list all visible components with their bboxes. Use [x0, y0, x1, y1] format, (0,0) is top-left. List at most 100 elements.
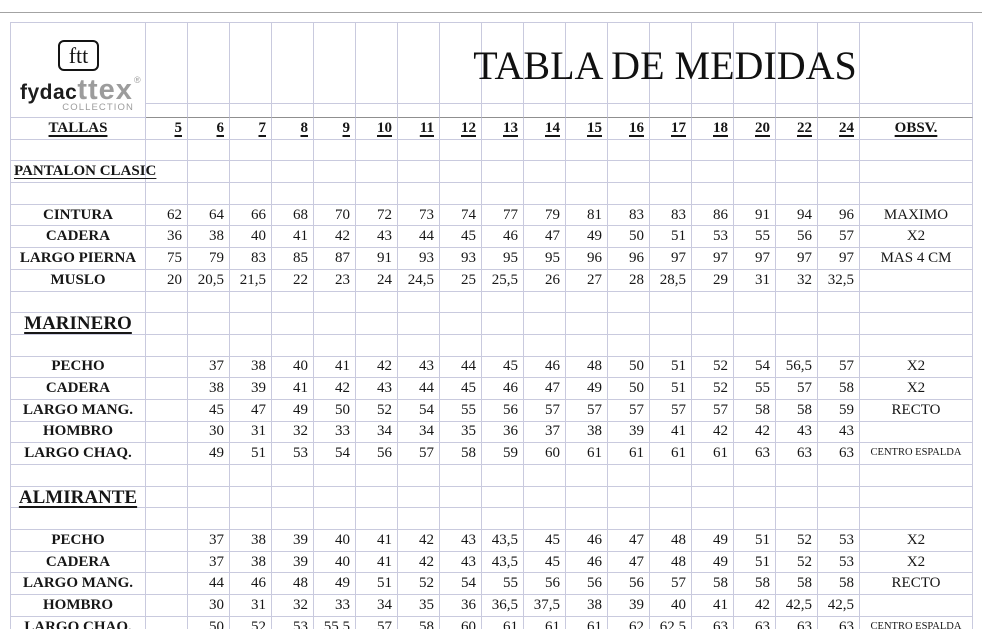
empty-cell[interactable]	[608, 508, 650, 531]
data-cell[interactable]: 41	[650, 421, 692, 444]
data-cell[interactable]: 42	[692, 421, 734, 444]
empty-cell[interactable]	[482, 161, 524, 184]
empty-cell[interactable]	[566, 161, 608, 184]
data-cell[interactable]: 68	[272, 204, 314, 227]
header-spacer-cell[interactable]	[734, 104, 776, 118]
empty-cell[interactable]	[482, 334, 524, 357]
data-cell[interactable]: 47	[608, 551, 650, 574]
data-cell[interactable]: 57	[692, 399, 734, 422]
obsv-cell[interactable]: X2	[860, 551, 973, 574]
data-cell[interactable]: 50	[314, 399, 356, 422]
header-spacer-cell[interactable]	[608, 104, 650, 118]
size-header-cell[interactable]: 10	[356, 118, 398, 140]
empty-cell[interactable]	[650, 465, 692, 487]
data-cell[interactable]: 22	[272, 269, 314, 292]
data-cell[interactable]: 38	[188, 378, 230, 400]
data-cell[interactable]: 34	[356, 421, 398, 444]
obsv-cell[interactable]	[860, 421, 973, 444]
empty-cell[interactable]	[188, 313, 230, 335]
empty-cell[interactable]	[272, 313, 314, 335]
data-cell[interactable]: 59	[482, 443, 524, 465]
empty-cell[interactable]	[608, 183, 650, 205]
empty-cell[interactable]	[188, 291, 230, 314]
data-cell[interactable]: 56	[608, 573, 650, 596]
data-cell[interactable]: 43,5	[482, 530, 524, 552]
data-cell[interactable]: 94	[776, 204, 818, 227]
data-cell[interactable]: 58	[692, 573, 734, 596]
data-cell[interactable]: 51	[356, 573, 398, 596]
row-label-cell[interactable]: CINTURA	[11, 204, 146, 227]
data-cell[interactable]: 49	[566, 226, 608, 249]
header-spacer-cell[interactable]	[608, 23, 650, 104]
data-cell[interactable]: 41	[356, 530, 398, 552]
header-spacer-cell[interactable]	[440, 104, 482, 118]
data-cell[interactable]: 51	[230, 443, 272, 465]
empty-cell[interactable]	[692, 465, 734, 487]
data-cell[interactable]: 97	[734, 248, 776, 270]
data-cell[interactable]: 57	[608, 399, 650, 422]
empty-cell[interactable]	[398, 183, 440, 205]
data-cell[interactable]	[146, 616, 188, 629]
data-cell[interactable]: 56	[524, 573, 566, 596]
data-cell[interactable]: 24	[356, 269, 398, 292]
empty-cell[interactable]	[188, 486, 230, 509]
data-cell[interactable]: 55	[734, 378, 776, 400]
data-cell[interactable]: 43	[818, 421, 860, 444]
data-cell[interactable]: 61	[482, 616, 524, 629]
empty-cell[interactable]	[734, 465, 776, 487]
empty-cell[interactable]	[440, 465, 482, 487]
data-cell[interactable]: 31	[734, 269, 776, 292]
data-cell[interactable]: 51	[650, 378, 692, 400]
data-cell[interactable]: 25,5	[482, 269, 524, 292]
empty-cell[interactable]	[314, 161, 356, 184]
empty-cell[interactable]	[860, 486, 973, 509]
data-cell[interactable]: 43	[356, 378, 398, 400]
empty-cell[interactable]	[692, 291, 734, 314]
empty-cell[interactable]	[11, 508, 146, 531]
empty-cell[interactable]	[734, 183, 776, 205]
data-cell[interactable]: 49	[692, 530, 734, 552]
empty-cell[interactable]	[860, 465, 973, 487]
data-cell[interactable]: 93	[440, 248, 482, 270]
data-cell[interactable]: 95	[482, 248, 524, 270]
header-spacer-cell[interactable]	[818, 23, 860, 104]
data-cell[interactable]: 35	[398, 595, 440, 617]
empty-cell[interactable]	[692, 508, 734, 531]
data-cell[interactable]: 47	[524, 226, 566, 249]
header-spacer-cell[interactable]	[272, 104, 314, 118]
empty-cell[interactable]	[356, 139, 398, 162]
row-label-cell[interactable]: LARGO MANG.	[11, 573, 146, 596]
data-cell[interactable]: 21,5	[230, 269, 272, 292]
data-cell[interactable]: 42,5	[818, 595, 860, 617]
empty-cell[interactable]	[314, 183, 356, 205]
data-cell[interactable]: 36	[440, 595, 482, 617]
data-cell[interactable]: 81	[566, 204, 608, 227]
data-cell[interactable]: 42	[734, 595, 776, 617]
empty-cell[interactable]	[230, 334, 272, 357]
section-header-cell[interactable]: MARINERO	[11, 313, 146, 335]
data-cell[interactable]: 61	[608, 443, 650, 465]
data-cell[interactable]: 42	[734, 421, 776, 444]
empty-cell[interactable]	[356, 465, 398, 487]
empty-cell[interactable]	[188, 161, 230, 184]
empty-cell[interactable]	[356, 313, 398, 335]
data-cell[interactable]: 48	[566, 356, 608, 379]
data-cell[interactable]: 50	[608, 378, 650, 400]
data-cell[interactable]: 37,5	[524, 595, 566, 617]
empty-cell[interactable]	[734, 486, 776, 509]
data-cell[interactable]: 41	[356, 551, 398, 574]
empty-cell[interactable]	[11, 139, 146, 162]
data-cell[interactable]: 42,5	[776, 595, 818, 617]
data-cell[interactable]: 52	[398, 573, 440, 596]
empty-cell[interactable]	[482, 291, 524, 314]
empty-cell[interactable]	[314, 486, 356, 509]
empty-cell[interactable]	[272, 291, 314, 314]
empty-cell[interactable]	[482, 139, 524, 162]
data-cell[interactable]: 53	[272, 443, 314, 465]
data-cell[interactable]: 97	[692, 248, 734, 270]
data-cell[interactable]: 40	[314, 551, 356, 574]
data-cell[interactable]: 30	[188, 421, 230, 444]
empty-cell[interactable]	[146, 508, 188, 531]
empty-cell[interactable]	[734, 334, 776, 357]
obsv-cell[interactable]: MAS 4 CM	[860, 248, 973, 270]
